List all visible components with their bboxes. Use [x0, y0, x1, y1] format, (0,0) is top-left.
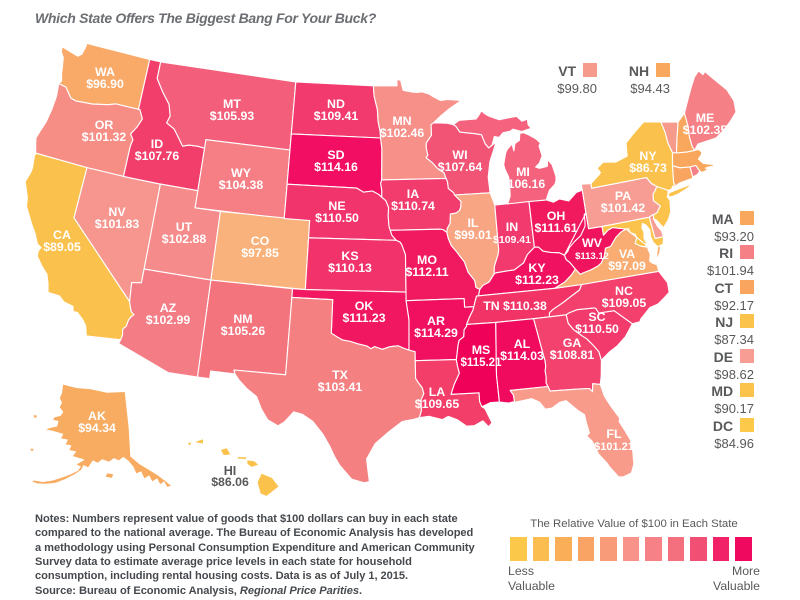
svg-text:$109.65: $109.65	[415, 397, 460, 411]
svg-text:$102.46: $102.46	[380, 126, 425, 140]
svg-text:VA: VA	[619, 247, 635, 261]
svg-text:$105.93: $105.93	[210, 109, 255, 123]
svg-text:$96.90: $96.90	[86, 77, 124, 91]
svg-text:$102.99: $102.99	[146, 313, 191, 327]
svg-text:$109.41: $109.41	[314, 109, 359, 123]
svg-text:$97.85: $97.85	[241, 246, 279, 260]
svg-text:$107.64: $107.64	[438, 160, 483, 174]
svg-text:IN: IN	[506, 220, 518, 234]
svg-text:MO: MO	[417, 253, 437, 267]
svg-text:$111.23: $111.23	[342, 311, 385, 325]
svg-text:$101.32: $101.32	[82, 130, 127, 144]
svg-text:WA: WA	[95, 65, 115, 79]
svg-text:$114.29: $114.29	[414, 326, 458, 340]
svg-text:TN $110.38: TN $110.38	[483, 299, 547, 313]
svg-text:$110.50: $110.50	[575, 322, 619, 336]
svg-text:GA: GA	[563, 336, 582, 350]
svg-text:WY: WY	[231, 166, 252, 180]
svg-text:AR: AR	[427, 314, 445, 328]
svg-text:$86.73: $86.73	[629, 161, 667, 175]
svg-text:SD: SD	[327, 148, 344, 162]
svg-text:$104.38: $104.38	[219, 178, 264, 192]
svg-text:$97.09: $97.09	[608, 259, 646, 273]
svg-text:AK: AK	[88, 409, 106, 423]
svg-text:AL: AL	[514, 337, 531, 351]
svg-text:$102.35: $102.35	[683, 123, 728, 137]
svg-text:$106.16: $106.16	[501, 177, 546, 191]
svg-text:$86.06: $86.06	[211, 475, 249, 489]
svg-text:$107.76: $107.76	[135, 149, 180, 163]
svg-text:$101.83: $101.83	[95, 217, 140, 231]
svg-text:UT: UT	[176, 220, 193, 234]
svg-text:MI: MI	[516, 165, 530, 179]
svg-text:NY: NY	[639, 149, 657, 163]
svg-text:ND: ND	[327, 97, 345, 111]
svg-text:SC: SC	[588, 310, 605, 324]
svg-text:TX: TX	[332, 368, 349, 382]
svg-text:$103.41: $103.41	[318, 380, 363, 394]
svg-text:$109.41: $109.41	[493, 234, 531, 246]
svg-text:AZ: AZ	[160, 301, 177, 315]
svg-text:KS: KS	[341, 249, 358, 263]
svg-text:$110.74: $110.74	[391, 199, 435, 213]
svg-text:KY: KY	[528, 261, 546, 275]
svg-text:$108.81: $108.81	[550, 348, 595, 362]
svg-text:$114.16: $114.16	[314, 160, 358, 174]
svg-text:FL: FL	[606, 427, 622, 441]
svg-text:$112.23: $112.23	[515, 273, 559, 287]
svg-text:$115.21: $115.21	[461, 357, 503, 369]
svg-text:$111.61: $111.61	[534, 221, 577, 235]
svg-text:NV: NV	[108, 205, 126, 219]
svg-text:$101.21: $101.21	[594, 441, 634, 453]
svg-text:OK: OK	[355, 299, 374, 313]
svg-text:MN: MN	[392, 114, 411, 128]
svg-text:LA: LA	[429, 385, 446, 399]
svg-text:NC: NC	[615, 284, 633, 298]
svg-text:$94.34: $94.34	[78, 421, 116, 435]
svg-text:CA: CA	[53, 228, 71, 242]
svg-text:IA: IA	[407, 187, 419, 201]
svg-text:ME: ME	[696, 111, 715, 125]
svg-text:MS: MS	[472, 343, 491, 357]
svg-text:$105.26: $105.26	[221, 324, 266, 338]
svg-text:IL: IL	[467, 216, 478, 230]
svg-text:PA: PA	[615, 189, 631, 203]
svg-text:$110.13: $110.13	[328, 261, 372, 275]
svg-text:ID: ID	[151, 137, 163, 151]
svg-text:$113.12: $113.12	[575, 251, 609, 262]
svg-text:$101.42: $101.42	[601, 201, 646, 215]
svg-text:$102.88: $102.88	[162, 232, 207, 246]
svg-text:OR: OR	[95, 118, 114, 132]
svg-text:$110.50: $110.50	[315, 211, 359, 225]
svg-text:OH: OH	[547, 209, 566, 223]
svg-text:NM: NM	[233, 312, 252, 326]
svg-text:WV: WV	[582, 236, 603, 250]
svg-text:MT: MT	[223, 97, 241, 111]
svg-text:CO: CO	[251, 234, 270, 248]
svg-text:$112.11: $112.11	[405, 265, 448, 279]
svg-text:$99.01: $99.01	[454, 228, 492, 242]
svg-text:WI: WI	[452, 148, 467, 162]
svg-text:$89.05: $89.05	[43, 240, 81, 254]
svg-text:$114.03: $114.03	[500, 349, 544, 363]
svg-text:NE: NE	[328, 199, 345, 213]
svg-text:$109.05: $109.05	[602, 296, 647, 310]
svg-text:HI: HI	[224, 464, 237, 478]
